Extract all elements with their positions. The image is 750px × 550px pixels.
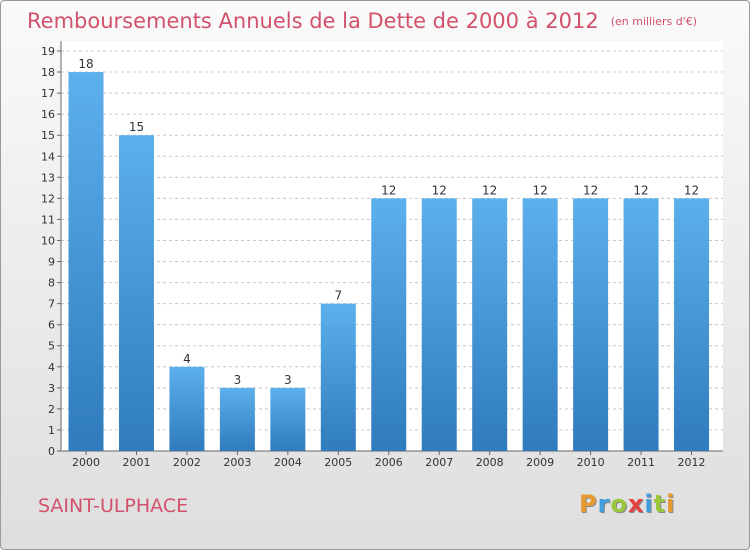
data-label: 3 xyxy=(284,373,292,387)
bar xyxy=(320,303,356,451)
bar xyxy=(118,135,154,452)
x-tick-label: 2004 xyxy=(274,456,302,469)
brand-letter: P xyxy=(579,490,598,518)
bar xyxy=(674,198,710,451)
y-tick-label: 9 xyxy=(48,256,55,269)
x-tick-label: 2001 xyxy=(122,456,150,469)
data-label: 12 xyxy=(381,183,396,197)
brand-letter: t xyxy=(653,490,667,518)
brand-letter: i xyxy=(666,490,676,518)
data-label: 15 xyxy=(129,120,144,134)
y-tick-label: 0 xyxy=(48,445,55,458)
brand-letter: x xyxy=(627,490,645,518)
y-tick-label: 13 xyxy=(41,171,55,184)
data-label: 3 xyxy=(234,373,242,387)
y-tick-label: 3 xyxy=(48,382,55,395)
x-tick-label: 2002 xyxy=(173,456,201,469)
data-label: 12 xyxy=(432,183,447,197)
bar xyxy=(573,198,609,451)
bar xyxy=(371,198,407,451)
y-tick-label: 17 xyxy=(41,87,55,100)
data-label: 12 xyxy=(533,183,548,197)
x-tick-label: 2009 xyxy=(526,456,554,469)
bar xyxy=(68,72,104,451)
bar xyxy=(219,387,255,451)
y-tick-label: 8 xyxy=(48,277,55,290)
data-label: 12 xyxy=(583,183,598,197)
brand-letter: i xyxy=(644,490,654,518)
bar xyxy=(472,198,508,451)
y-tick-label: 16 xyxy=(41,108,55,121)
y-tick-label: 1 xyxy=(48,424,55,437)
x-tick-label: 2005 xyxy=(324,456,352,469)
y-tick-label: 12 xyxy=(41,192,55,205)
data-label: 4 xyxy=(183,352,191,366)
x-tick-label: 2011 xyxy=(627,456,655,469)
x-tick-label: 2006 xyxy=(375,456,403,469)
y-tick-label: 2 xyxy=(48,403,55,416)
x-tick-label: 2010 xyxy=(577,456,605,469)
data-label: 12 xyxy=(633,183,648,197)
data-label: 7 xyxy=(334,289,342,303)
x-tick-label: 2007 xyxy=(425,456,453,469)
x-tick-label: 2008 xyxy=(476,456,504,469)
unit-label: (en milliers d'€) xyxy=(610,15,697,28)
location-name: SAINT-ULPHACE xyxy=(38,495,189,517)
y-tick-label: 5 xyxy=(48,340,55,353)
chart-title-text: Remboursements Annuels de la Dette de 20… xyxy=(27,9,599,33)
y-tick-label: 7 xyxy=(48,298,55,311)
y-tick-label: 18 xyxy=(41,66,55,79)
brand-logo: Proxiti xyxy=(579,490,675,518)
bar xyxy=(270,387,306,451)
x-tick-label: 2003 xyxy=(223,456,251,469)
bar xyxy=(522,198,558,451)
y-tick-label: 4 xyxy=(48,361,55,374)
bar xyxy=(169,366,205,451)
y-tick-label: 15 xyxy=(41,129,55,142)
brand-letter: o xyxy=(610,490,628,518)
data-label: 18 xyxy=(78,57,93,71)
y-tick-label: 14 xyxy=(41,150,55,163)
y-tick-label: 10 xyxy=(41,234,55,247)
bar xyxy=(421,198,457,451)
x-tick-label: 2000 xyxy=(72,456,100,469)
brand-letter: r xyxy=(597,490,611,518)
chart-title: Remboursements Annuels de la Dette de 20… xyxy=(27,9,697,33)
data-label: 12 xyxy=(482,183,497,197)
x-tick-label: 2012 xyxy=(678,456,706,469)
data-label: 12 xyxy=(684,183,699,197)
y-tick-label: 6 xyxy=(48,319,55,332)
y-tick-label: 11 xyxy=(41,213,55,226)
bar xyxy=(623,198,659,451)
y-tick-label: 19 xyxy=(41,45,55,58)
